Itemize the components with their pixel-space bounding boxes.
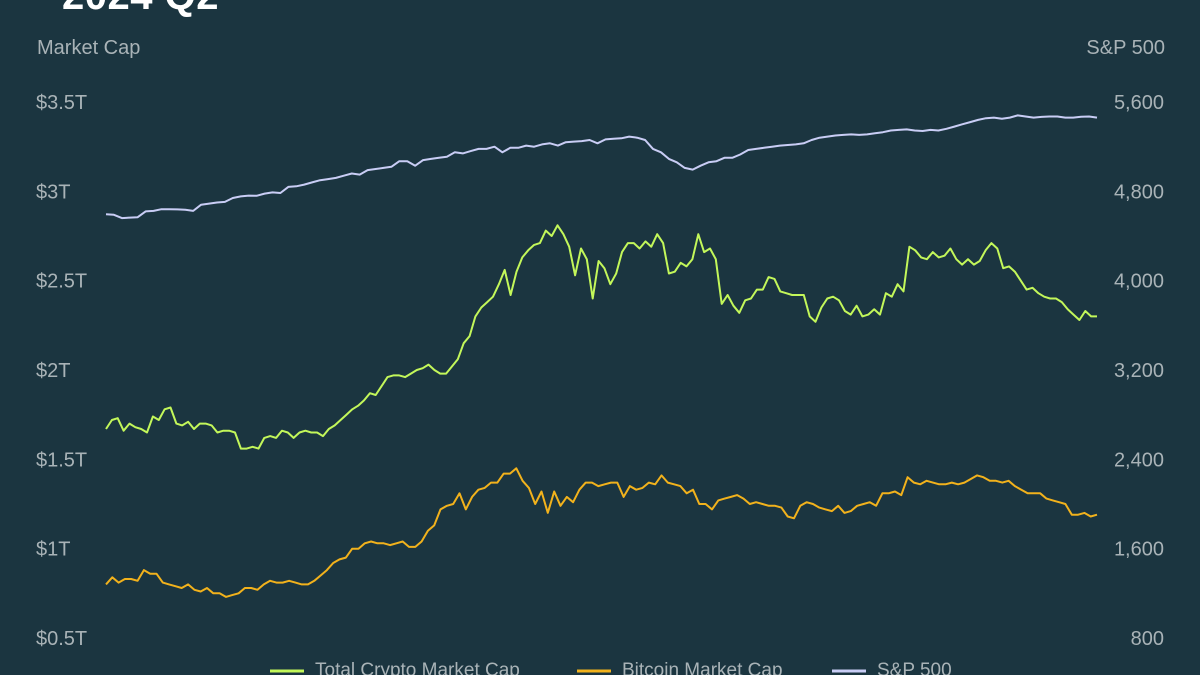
- left-tick-label: $1.5T: [36, 449, 87, 471]
- series-line-bitcoin: [105, 467, 1098, 598]
- right-tick-label: 3,200: [1114, 360, 1164, 382]
- left-tick-label: $3T: [36, 181, 70, 203]
- series-lines: [105, 114, 1098, 598]
- right-tick-label: 2,400: [1114, 449, 1164, 471]
- left-tick-label: $1T: [36, 539, 70, 561]
- right-axis-title: S&P 500: [1086, 37, 1165, 59]
- right-tick-label: 1,600: [1114, 539, 1164, 561]
- left-tick-label: $0.5T: [36, 628, 87, 650]
- left-tick-label: $2T: [36, 360, 70, 382]
- legend-label-sp500: S&P 500: [877, 660, 952, 675]
- left-axis-title: Market Cap: [37, 37, 141, 59]
- chart-title: 2024 Q2: [62, 0, 219, 18]
- left-tick-label: $3.5T: [36, 92, 87, 114]
- series-line-total-crypto: [105, 224, 1097, 450]
- left-tick-label: $2.5T: [36, 271, 87, 293]
- legend: Total Crypto Market Cap Bitcoin Market Ca…: [270, 660, 952, 675]
- left-axis-ticks: $3.5T $3T $2.5T $2T $1.5T $1T $0.5T: [36, 92, 87, 650]
- right-tick-label: 4,800: [1114, 181, 1164, 203]
- right-tick-label: 4,000: [1114, 271, 1164, 293]
- legend-label-bitcoin: Bitcoin Market Cap: [622, 660, 783, 675]
- right-tick-label: 800: [1131, 628, 1164, 650]
- right-tick-label: 5,600: [1114, 92, 1164, 114]
- series-line-sp500: [105, 114, 1098, 220]
- right-axis-ticks: 5,600 4,800 4,000 3,200 2,400 1,600 800: [1114, 92, 1164, 650]
- legend-label-total-crypto: Total Crypto Market Cap: [315, 660, 520, 675]
